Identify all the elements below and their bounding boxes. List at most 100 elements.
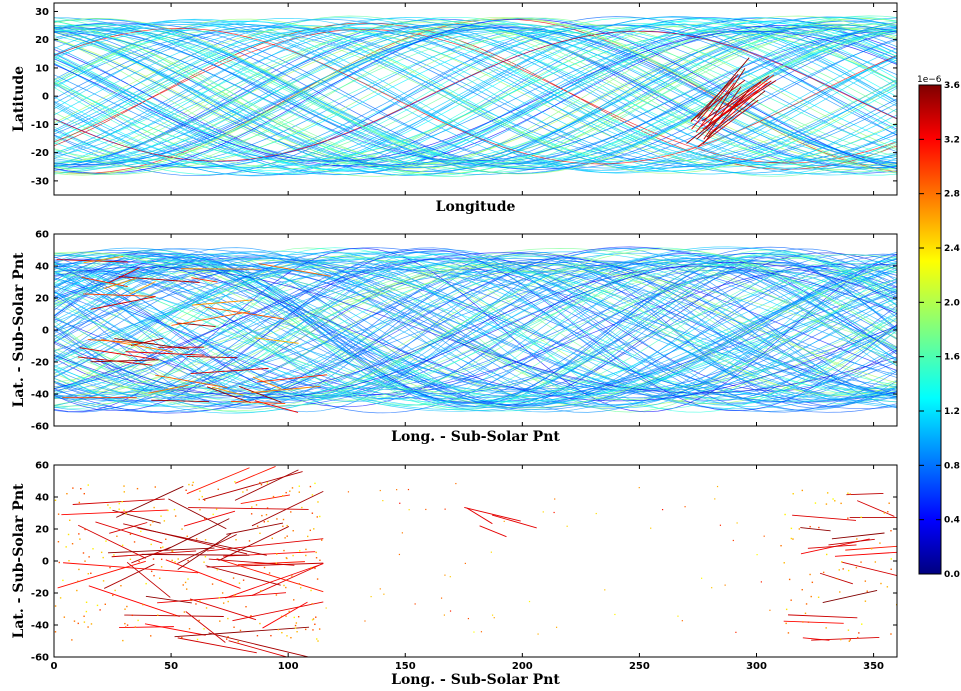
track-line: [54, 25, 897, 167]
track-line: [54, 247, 897, 413]
scatter-point: [305, 554, 307, 557]
scatter-point: [719, 524, 722, 526]
scatter-point: [858, 632, 860, 634]
scatter-point: [285, 557, 288, 559]
y-tick-label: -60: [31, 422, 49, 433]
scatter-point: [309, 529, 311, 532]
scatter-point: [792, 538, 794, 540]
track-line: [54, 18, 897, 174]
scatter-point: [259, 622, 261, 625]
scatter-point: [286, 535, 288, 537]
scatter-point: [566, 525, 568, 527]
y-axis-label: Lat. - Sub-Solar Pnt: [11, 483, 27, 638]
scatter-point: [116, 535, 118, 537]
scatter-point: [289, 490, 291, 492]
scatter-point: [160, 558, 163, 561]
track-line: [54, 273, 897, 393]
scatter-point: [154, 486, 156, 488]
scatter-point: [160, 566, 163, 568]
track-line: [54, 261, 897, 399]
y-tick-label: -10: [31, 120, 49, 131]
scatter-point: [840, 502, 842, 505]
track-line: [54, 246, 897, 414]
scatter-point: [120, 585, 122, 587]
scatter-point: [282, 525, 284, 528]
scatter-point: [271, 537, 273, 540]
scatter-point: [856, 538, 858, 540]
high-value-track: [137, 527, 267, 556]
high-value-track: [703, 86, 742, 140]
scatter-point: [69, 519, 71, 522]
scatter-point: [879, 542, 881, 544]
high-value-track: [257, 374, 328, 383]
scatter-point: [90, 572, 92, 574]
scatter-point: [553, 511, 555, 514]
high-value-track: [706, 90, 766, 138]
scatter-point: [379, 489, 381, 492]
high-value-track: [188, 507, 309, 510]
scatter-point: [298, 491, 300, 493]
colorbar-gradient: [918, 84, 942, 575]
track-line: [54, 247, 897, 413]
scatter-point: [71, 639, 73, 641]
scatter-point: [265, 514, 268, 516]
track-line: [54, 263, 897, 412]
scatter-point: [152, 558, 155, 560]
high-value-track: [186, 467, 250, 495]
y-axis-label: Lat. - Sub-Solar Pnt: [11, 252, 27, 407]
scatter-point: [138, 560, 140, 563]
scatter-point: [396, 489, 398, 491]
high-value-track: [185, 611, 226, 643]
track-line: [54, 27, 897, 165]
high-value-track: [706, 74, 775, 127]
scatter-point: [864, 580, 867, 582]
scatter-point: [295, 622, 298, 624]
scatter-point: [182, 584, 184, 586]
track-line: [54, 28, 897, 165]
track-line: [54, 16, 897, 176]
high-value-track: [171, 311, 251, 326]
scatter-point: [216, 569, 219, 571]
high-value-track: [208, 558, 295, 566]
track-line: [54, 16, 897, 177]
y-tick-label: 10: [35, 63, 49, 74]
track-line: [54, 16, 897, 176]
high-value-track: [211, 386, 244, 396]
scatter-point: [263, 521, 265, 523]
scatter-point: [162, 546, 164, 548]
high-value-track: [251, 385, 321, 394]
scatter-point: [57, 541, 60, 543]
track-line: [54, 258, 897, 402]
high-value-track: [232, 601, 324, 622]
scatter-point: [77, 622, 79, 625]
scatter-point: [131, 614, 134, 617]
scatter-point: [140, 530, 142, 533]
scatter-point: [290, 636, 292, 639]
track-line: [54, 250, 897, 410]
high-value-track: [88, 585, 180, 618]
track-line: [54, 260, 897, 400]
high-value-track: [691, 75, 737, 130]
scatter-point: [133, 541, 136, 543]
track-line: [54, 31, 897, 162]
scatter-point: [186, 535, 188, 538]
scatter-point: [57, 513, 60, 515]
track-line: [54, 247, 897, 413]
scatter-point: [319, 559, 321, 561]
scatter-point: [78, 533, 80, 535]
scatter-point: [293, 616, 295, 619]
plot-frame: [53, 464, 898, 658]
track-line: [54, 20, 897, 173]
high-value-track: [464, 507, 521, 522]
scatter-point: [841, 561, 843, 563]
scatter-point: [449, 576, 451, 578]
plot-frame: [53, 2, 898, 196]
scatter-point: [379, 588, 381, 590]
scatter-point: [275, 562, 278, 564]
scatter-point: [294, 624, 297, 627]
scatter-point: [153, 506, 155, 509]
scatter-point: [847, 517, 849, 519]
high-value-track: [192, 299, 254, 306]
scatter-point: [251, 506, 253, 508]
scatter-point: [123, 491, 125, 493]
